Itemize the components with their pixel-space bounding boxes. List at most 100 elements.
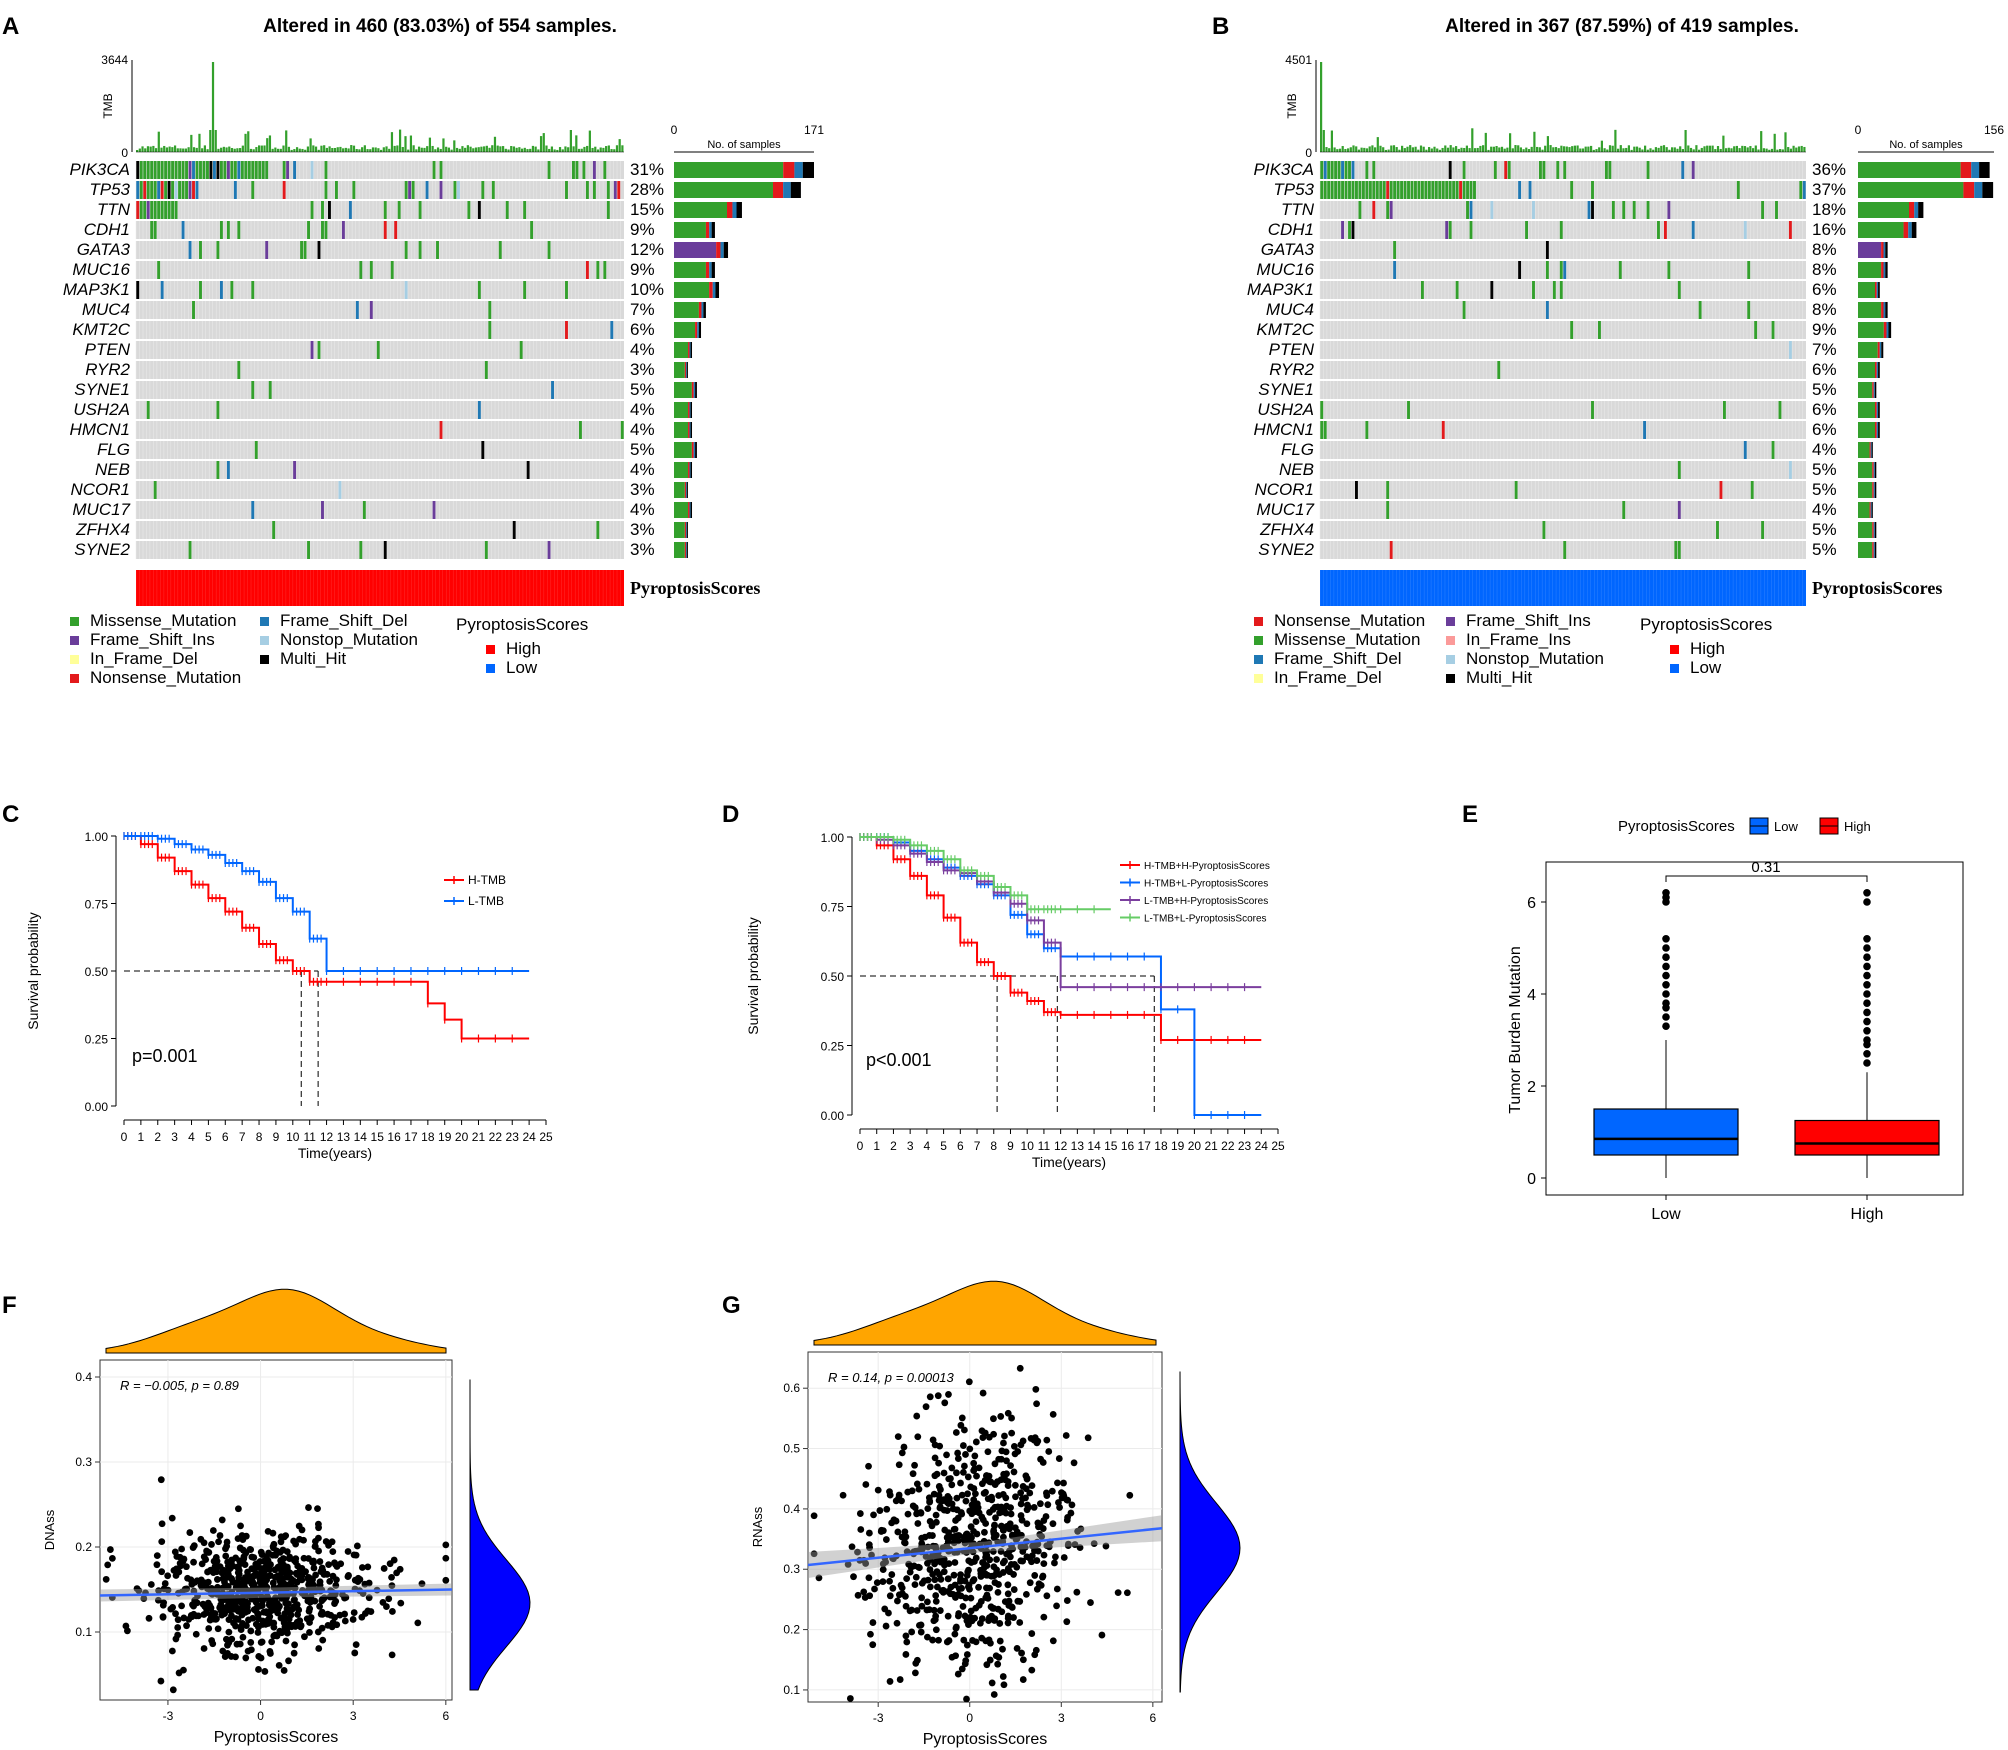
count-bar-seg	[1858, 182, 1964, 198]
count-bar-seg	[674, 242, 717, 258]
tmb-bar	[1527, 149, 1531, 152]
tmb-bar	[347, 148, 350, 152]
count-bar-seg	[783, 182, 791, 198]
count-bar-seg	[690, 462, 693, 478]
mutation-cell	[1382, 181, 1386, 199]
mutation-cell	[230, 281, 234, 299]
tmb-bar	[1333, 147, 1336, 152]
tmb-bar	[483, 146, 486, 152]
mutation-cell	[321, 501, 324, 519]
mutation-cell	[477, 281, 481, 299]
mutation-cell	[1743, 221, 1747, 239]
tmb-bar	[618, 139, 621, 152]
count-bar-seg	[688, 422, 690, 438]
tmb-bar	[1587, 146, 1590, 152]
tmb-bar	[1476, 147, 1479, 152]
mutation-cell	[310, 341, 314, 359]
tmb-bar	[1752, 148, 1755, 152]
tmb-bar	[412, 145, 415, 152]
percent-label: 8%	[1812, 260, 1837, 279]
tmb-bar	[1352, 145, 1355, 152]
mutation-cell	[143, 181, 147, 199]
tmb-bar	[1644, 145, 1647, 152]
tmb-bar	[195, 147, 198, 152]
tmb-bar	[1330, 130, 1333, 152]
mutation-cell	[1667, 201, 1671, 219]
mutation-cell	[1414, 181, 1417, 199]
tmb-bar	[336, 147, 339, 152]
mutation-cell	[1372, 181, 1376, 199]
mutation-cell	[185, 181, 188, 199]
mutation-cell	[160, 181, 164, 199]
panel-label-g: G	[722, 1292, 741, 1319]
gene-label: FLG	[97, 440, 130, 459]
tmb-bar	[1606, 149, 1609, 152]
tmb-bar	[306, 146, 310, 152]
count-bar-seg	[690, 502, 693, 518]
tmb-bar	[1611, 145, 1614, 152]
percent-label: 9%	[630, 260, 655, 279]
mutation-cell	[139, 201, 143, 219]
tmb-bar	[1538, 147, 1541, 152]
tmb-bar	[352, 145, 356, 152]
gene-label: MAP3K1	[63, 280, 130, 299]
tmb-bar	[1595, 149, 1598, 152]
mutation-cell	[404, 281, 408, 299]
count-bar-seg	[1858, 262, 1882, 278]
tmb-bar	[176, 148, 179, 152]
mutation-cell	[174, 161, 178, 179]
tmb-bar	[436, 147, 440, 152]
mutation-cell	[251, 381, 255, 399]
mutation-cell	[160, 281, 164, 299]
mutation-cell	[1372, 161, 1376, 179]
tmb-bar	[515, 147, 518, 152]
count-bar-seg	[684, 362, 686, 378]
legend-item: Missense_Mutation	[90, 611, 236, 630]
tmb-bar	[409, 135, 413, 152]
tmb-bar	[1441, 147, 1444, 152]
mutation-cell	[303, 241, 307, 259]
legend-item: In_Frame_Del	[90, 649, 198, 668]
mutation-cell	[1393, 181, 1397, 199]
count-bar-seg	[711, 222, 715, 238]
tmb-bar	[1530, 146, 1533, 152]
count-bar-seg	[674, 542, 685, 558]
mutation-cell	[1570, 181, 1574, 199]
tmb-bar	[1544, 145, 1547, 152]
count-bar-seg	[1979, 162, 1990, 178]
count-bar-seg	[685, 362, 687, 378]
gene-label: PTEN	[85, 340, 131, 359]
mutation-cell	[160, 201, 164, 219]
count-bar-seg	[674, 162, 784, 178]
mutation-cell	[453, 181, 457, 199]
tmb-bar	[553, 149, 556, 152]
tmb-bar	[350, 145, 353, 152]
tmb-bar	[249, 148, 253, 152]
mutation-cell	[1542, 161, 1546, 179]
mutation-cell	[617, 181, 621, 199]
tmb-bar	[1560, 145, 1563, 152]
mutation-cell	[1525, 221, 1528, 239]
tmb-bar	[252, 149, 255, 152]
tmb-bar	[1365, 148, 1369, 152]
tmb-bar	[561, 149, 564, 152]
count-bar-seg	[709, 262, 712, 278]
legend-swatch	[70, 617, 79, 626]
count-bar-seg	[783, 162, 795, 178]
mutation-cell	[237, 221, 241, 239]
tmb-bar	[1463, 147, 1466, 152]
mutation-cell	[199, 161, 202, 179]
tmb-bar	[1741, 145, 1744, 152]
tmb-bar	[171, 147, 174, 152]
percent-label: 6%	[1812, 280, 1837, 299]
mutation-cell	[551, 381, 554, 399]
tmb-bar	[287, 146, 291, 152]
mutation-cell	[324, 161, 328, 179]
count-bar-seg	[691, 382, 694, 398]
mutation-cell	[1493, 161, 1497, 179]
tmb-bar	[374, 147, 377, 152]
tmb-bar	[1584, 146, 1587, 152]
tmb-bar	[1757, 149, 1760, 152]
tmb-bar	[382, 147, 385, 152]
mutation-cell	[1361, 181, 1365, 199]
